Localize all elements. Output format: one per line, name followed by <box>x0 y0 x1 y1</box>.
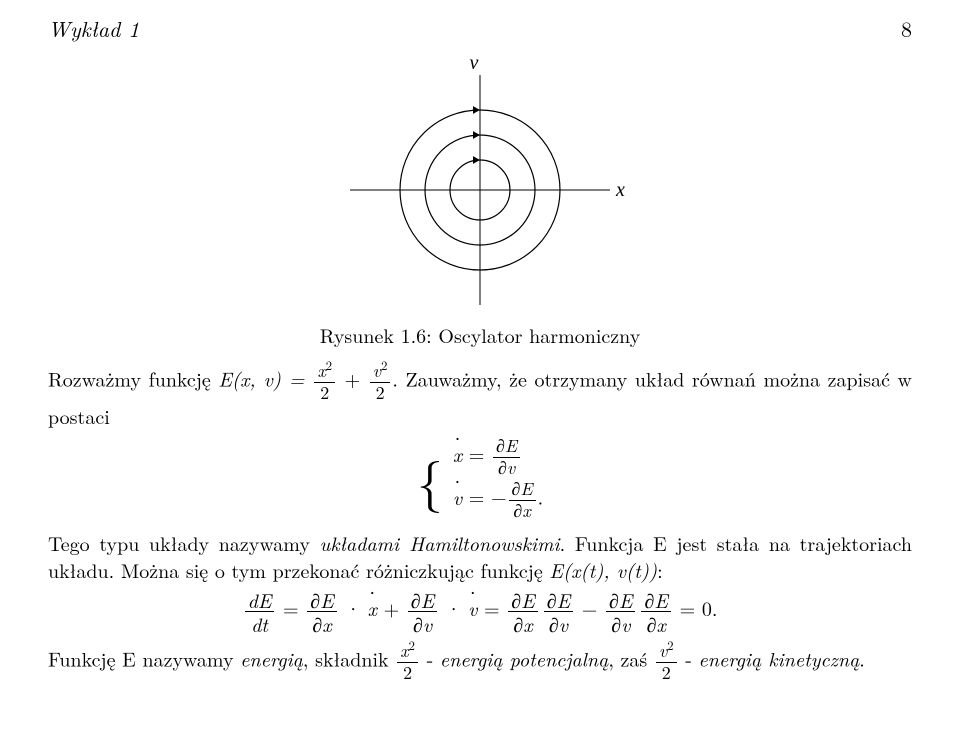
phase-portrait-svg: xv <box>330 50 630 310</box>
dE-dx-4: ∂E ∂x <box>641 589 670 634</box>
period: . <box>538 482 544 511</box>
dE-dv: ∂E ∂v <box>493 437 520 478</box>
svg-text:x: x <box>615 179 625 201</box>
minus-sign: − <box>575 593 604 622</box>
page-header-left: Wykład 1 <box>48 14 139 44</box>
xdot: x <box>453 440 462 467</box>
p3-em-potential: energią potencjalną <box>440 644 608 673</box>
eq-zero: = 0. <box>673 593 717 622</box>
p1-frac-v2: v2 2 <box>370 362 391 403</box>
p3-i: . <box>859 644 865 673</box>
figure-caption: Rysunek 1.6: Oscylator harmoniczny <box>48 321 912 348</box>
frac-num: v <box>373 358 381 383</box>
case-line-1: x = ∂E ∂v <box>453 437 543 478</box>
p3-frac-v2: v2 2 <box>656 642 677 683</box>
svg-text:v: v <box>470 52 479 74</box>
frac-den: 2 <box>656 663 677 683</box>
page-number: 8 <box>901 14 912 44</box>
frac-num-sup: 2 <box>326 356 332 374</box>
p3-em-energy: energią <box>240 644 303 673</box>
p1-lead: Rozważmy funkcję <box>48 363 218 392</box>
frac-den: 2 <box>314 383 335 403</box>
dE-dx-2: ∂E ∂x <box>307 589 336 634</box>
eq-sign: = <box>477 593 506 622</box>
vdot: v <box>453 483 462 510</box>
p2-colon: : <box>657 555 663 584</box>
frac-num-sup: 2 <box>409 636 415 654</box>
dE-dx: ∂E ∂x <box>509 480 536 521</box>
brace-left: { <box>417 453 443 505</box>
frac-num-sup: 2 <box>667 636 673 654</box>
vdot-2: v <box>468 594 477 621</box>
p3-f: , zaś <box>608 644 654 673</box>
p1-frac-x2: x2 2 <box>314 362 335 403</box>
p3-a: Funkcję E nazywamy <box>48 644 240 673</box>
dE-dv-4: ∂E ∂v <box>606 589 635 634</box>
frac-num: x <box>317 358 325 383</box>
p1-plus: + <box>337 363 368 392</box>
p2-em-1: układami Hamiltonowskimi <box>320 528 560 557</box>
frac-den: 2 <box>397 663 418 683</box>
dE-dv-3: ∂E ∂v <box>544 589 573 634</box>
cdot: · <box>439 593 468 622</box>
frac-den: ∂x <box>307 612 336 634</box>
frac-den: ∂v <box>408 612 437 634</box>
p3-frac-x2: x2 2 <box>397 642 418 683</box>
dE-dt: dE dt <box>245 589 275 634</box>
frac-den: ∂x <box>641 612 670 634</box>
paragraph-1: Rozważmy funkcję E(x, v) = x2 2 + v2 2 .… <box>48 362 912 430</box>
paragraph-2: Tego typu układy nazywamy układami Hamil… <box>48 529 912 583</box>
frac-den: ∂v <box>544 612 573 634</box>
frac-den: ∂v <box>606 612 635 634</box>
paragraph-3: Funkcję E nazywamy energią, składnik x2 … <box>48 642 912 683</box>
p2-func: E(x(t), v(t)) <box>549 555 657 584</box>
frac-num-sup: 2 <box>381 356 387 374</box>
frac-den: 2 <box>370 383 391 403</box>
eq-sign: = <box>462 482 491 511</box>
dE-dv-2: ∂E ∂v <box>408 589 437 634</box>
p2-text-a: Tego typu układy nazywamy <box>48 528 320 557</box>
equation-dE-dt: dE dt = ∂E ∂x · x + ∂E ∂v · v = ∂E ∂x ∂E… <box>48 589 912 634</box>
cdot: · <box>339 593 368 622</box>
p3-em-kinetic: energią kinetyczną <box>699 644 860 673</box>
eq-sign: = <box>462 439 491 468</box>
figure-phase-portrait: xv <box>48 50 912 315</box>
p1-func: E(x, v) = <box>218 363 312 392</box>
p3-d: - <box>420 644 440 673</box>
p3-g: - <box>679 644 699 673</box>
frac-den: dt <box>245 612 275 634</box>
case-line-2: v = − ∂E ∂x . <box>453 480 543 521</box>
frac-den: ∂x <box>508 612 537 634</box>
plus-sign: + <box>377 593 406 622</box>
eq-sign: = <box>276 593 305 622</box>
xdot-2: x <box>368 594 377 621</box>
frac-den: ∂x <box>509 501 536 521</box>
dE-dx-3: ∂E ∂x <box>508 589 537 634</box>
minus-sign: − <box>491 482 507 511</box>
p3-c: , składnik <box>303 644 395 673</box>
equation-cases: { x = ∂E ∂v v = − ∂E ∂x . <box>48 435 912 523</box>
